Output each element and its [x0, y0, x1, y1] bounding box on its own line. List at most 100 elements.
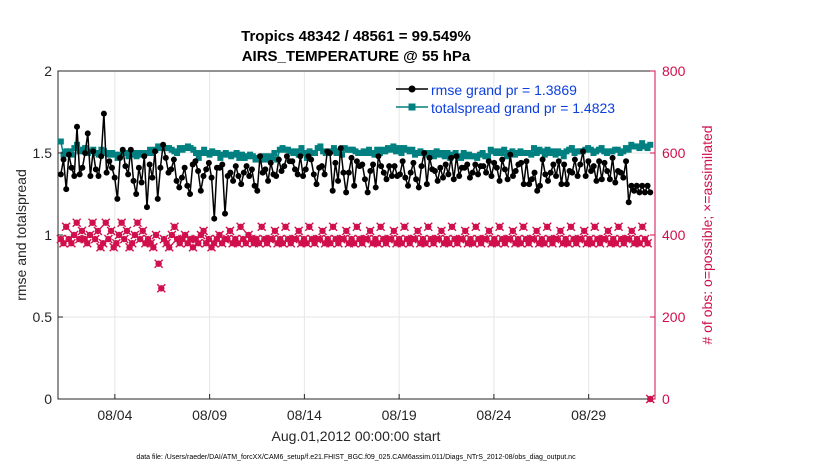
rmse-point [547, 169, 554, 176]
obs-point-cross [339, 234, 349, 244]
obs-point-cross [561, 234, 571, 244]
rmse-point [340, 169, 347, 176]
obs-point [365, 226, 375, 236]
obs-point [352, 222, 362, 232]
totalspread-point [206, 151, 213, 158]
obs-point-cross [389, 226, 399, 236]
obs-point-cross [257, 222, 267, 232]
rmse-point [170, 156, 177, 163]
obs-point [72, 218, 82, 228]
rmse-point [211, 215, 218, 222]
totalspread-point [363, 150, 370, 156]
obs-point-cross [386, 234, 396, 244]
obs-point [484, 226, 494, 236]
rmse-point [238, 181, 245, 188]
obs-point-cross [603, 226, 613, 236]
obs-point-cross [291, 234, 301, 244]
obs-point-cross [508, 226, 518, 236]
y-tick-label-right: 600 [662, 145, 686, 161]
rmse-point [577, 161, 584, 168]
obs-point-cross [484, 226, 494, 236]
rmse-point [518, 159, 525, 166]
obs-point-cross [294, 226, 304, 236]
obs-point-cross [77, 226, 87, 236]
rmse-point [512, 168, 519, 175]
obs-point [399, 222, 409, 232]
rmse-point [108, 164, 115, 171]
obs-point [82, 238, 92, 248]
rmse-point [493, 164, 500, 171]
obs-point-cross [103, 234, 113, 244]
rmse-point [367, 168, 374, 175]
obs-point [267, 234, 277, 244]
rmse-point [405, 182, 412, 189]
rmse-point [418, 163, 425, 170]
rmse-point [219, 161, 226, 168]
rmse-point [636, 189, 643, 196]
rmse-point [337, 145, 344, 152]
rmse-point [197, 187, 204, 194]
rmse-point [273, 172, 280, 179]
totalspread-point [539, 148, 546, 155]
obs-point [376, 222, 386, 232]
x-axis-label: Aug.01,2012 00:00:00 start [272, 428, 441, 444]
totalspread-point [122, 150, 129, 156]
rmse-point [396, 171, 403, 178]
obs-point-cross [481, 234, 491, 244]
rmse-point [103, 169, 110, 176]
totalspread-point [498, 150, 505, 156]
y-tick-label-left: 2 [44, 63, 52, 79]
obs-point [447, 222, 457, 232]
rmse-point [335, 177, 342, 184]
obs-point-cross [370, 234, 380, 244]
rmse-point [625, 199, 632, 206]
obs-point [132, 218, 142, 228]
rmse-point [348, 154, 355, 161]
totalspread-point [528, 151, 535, 158]
obs-point-cross [584, 234, 594, 244]
obs-point [614, 222, 624, 232]
obs-point [603, 226, 613, 236]
rmse-point [178, 174, 185, 181]
obs-point-cross [236, 222, 246, 232]
totalspread-point [433, 148, 440, 155]
totalspread-point [636, 145, 643, 152]
obs-point [579, 226, 589, 236]
obs-point-cross [323, 234, 333, 244]
rmse-point [386, 163, 393, 170]
obs-point-cross [72, 218, 82, 228]
obs-point-cross [127, 238, 137, 248]
chart-title: Tropics 48342 / 48561 = 99.549% [241, 28, 471, 45]
obs-point-cross [151, 230, 161, 240]
totalspread-point [441, 153, 448, 160]
obs-point-cross [193, 238, 203, 248]
totalspread-point [460, 150, 467, 156]
y-tick-label-right: 400 [662, 227, 686, 243]
totalspread-point [485, 153, 492, 160]
totalspread-point [238, 151, 245, 158]
totalspread-point [298, 145, 305, 152]
totalspread-point [398, 150, 405, 156]
rmse-point [402, 174, 409, 181]
rmse-point [531, 169, 538, 176]
obs-point [151, 230, 161, 240]
x-tick-label: 08/04 [97, 407, 132, 423]
rmse-point [100, 110, 107, 117]
rmse-point [574, 172, 581, 179]
totalspread-point [111, 151, 118, 158]
totalspread-point [330, 145, 337, 152]
rmse-point [313, 181, 320, 188]
y-tick-label-left: 0 [44, 391, 52, 407]
obs-point-cross [304, 222, 314, 232]
rmse-point [157, 164, 164, 171]
obs-point-cross [460, 226, 470, 236]
obs-point-cross [162, 238, 172, 248]
obs-point [106, 226, 116, 236]
rmse-point [415, 184, 422, 191]
obs-point-cross [365, 226, 375, 236]
rmse-point [291, 166, 298, 173]
obs-point-cross [410, 234, 420, 244]
rmse-point [84, 130, 91, 137]
totalspread-point [144, 150, 151, 156]
rmse-point [391, 163, 398, 170]
